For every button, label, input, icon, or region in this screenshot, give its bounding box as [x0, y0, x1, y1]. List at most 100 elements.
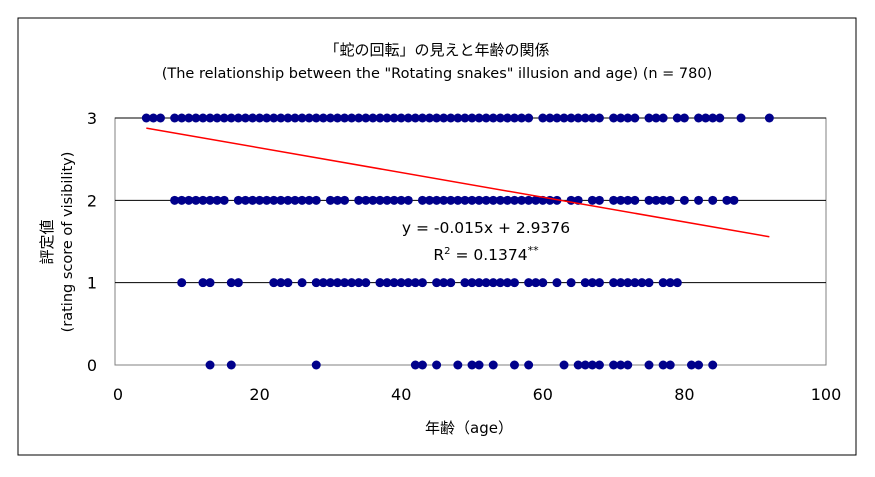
data-point — [233, 113, 243, 123]
data-point — [375, 113, 385, 123]
data-point — [417, 360, 427, 370]
data-point — [623, 278, 633, 288]
data-point — [233, 278, 243, 288]
data-point — [566, 278, 576, 288]
x-tick-label: 60 — [533, 385, 553, 404]
data-point — [311, 195, 321, 205]
data-point — [332, 278, 342, 288]
data-point — [283, 113, 293, 123]
data-point — [694, 113, 704, 123]
data-point — [375, 278, 385, 288]
data-point — [262, 113, 272, 123]
data-point — [184, 113, 194, 123]
chart-subtitle: (The relationship between the "Rotating … — [162, 66, 713, 82]
data-point — [566, 113, 576, 123]
data-point — [630, 113, 640, 123]
data-point — [325, 278, 335, 288]
data-point — [212, 195, 222, 205]
data-point — [658, 360, 668, 370]
data-point — [276, 113, 286, 123]
data-point — [587, 195, 597, 205]
data-point — [517, 195, 527, 205]
data-point — [212, 113, 222, 123]
r-squared-base: R — [433, 246, 444, 264]
data-point — [368, 195, 378, 205]
data-point — [694, 195, 704, 205]
trendline — [146, 127, 770, 238]
x-axis-ticks: 0 20 40 60 80 100 — [113, 385, 841, 404]
data-point — [616, 278, 626, 288]
data-point — [658, 195, 668, 205]
regression-equation: y = -0.015x + 2.9376 — [402, 219, 570, 237]
data-point — [481, 113, 491, 123]
data-point — [644, 195, 654, 205]
data-point — [219, 113, 229, 123]
data-point — [425, 195, 435, 205]
data-point — [198, 113, 208, 123]
data-point — [325, 195, 335, 205]
data-point — [623, 195, 633, 205]
data-point — [446, 278, 456, 288]
data-point — [425, 113, 435, 123]
data-point — [609, 113, 619, 123]
data-point — [481, 278, 491, 288]
data-point — [453, 360, 463, 370]
data-point — [573, 113, 583, 123]
data-point — [488, 278, 498, 288]
data-point — [262, 195, 272, 205]
y-axis-ticks: 0 1 2 3 — [87, 109, 97, 375]
y-tick-label: 3 — [87, 109, 97, 128]
data-point — [658, 113, 668, 123]
data-point — [269, 113, 279, 123]
data-point — [545, 113, 555, 123]
y-axis-title-japanese: 評定値 — [38, 219, 56, 264]
data-point — [623, 360, 633, 370]
data-point — [382, 278, 392, 288]
data-point — [467, 278, 477, 288]
significance-marker: ** — [528, 244, 540, 257]
data-point — [432, 360, 442, 370]
data-point — [226, 278, 236, 288]
data-point — [255, 113, 265, 123]
y-axis-title-english: (rating score of visibility) — [60, 152, 76, 333]
data-point — [432, 278, 442, 288]
data-point — [502, 113, 512, 123]
data-point — [354, 113, 364, 123]
data-point — [325, 113, 335, 123]
data-point — [552, 113, 562, 123]
data-point — [382, 195, 392, 205]
data-point — [290, 113, 300, 123]
data-point — [467, 113, 477, 123]
data-point — [665, 360, 675, 370]
data-point — [297, 113, 307, 123]
regression-r-squared: R2 = 0.1374** — [433, 244, 539, 264]
data-point — [502, 278, 512, 288]
data-point — [651, 195, 661, 205]
data-point — [177, 195, 187, 205]
data-point — [715, 113, 725, 123]
data-point — [368, 113, 378, 123]
trendline-group — [146, 127, 770, 238]
data-point — [417, 278, 427, 288]
data-point — [609, 195, 619, 205]
data-point — [219, 195, 229, 205]
data-point — [531, 278, 541, 288]
y-tick-label: 2 — [87, 191, 97, 210]
data-point — [616, 195, 626, 205]
data-point — [439, 113, 449, 123]
data-point — [446, 195, 456, 205]
data-point — [283, 278, 293, 288]
data-point — [587, 113, 597, 123]
data-point — [403, 195, 413, 205]
data-point — [340, 113, 350, 123]
data-point — [248, 113, 258, 123]
data-point — [524, 360, 534, 370]
data-point — [651, 113, 661, 123]
data-point — [233, 195, 243, 205]
plot-area — [114, 117, 827, 366]
data-point — [679, 113, 689, 123]
r-squared-exponent: 2 — [444, 246, 450, 257]
data-point — [170, 195, 180, 205]
data-point — [410, 360, 420, 370]
